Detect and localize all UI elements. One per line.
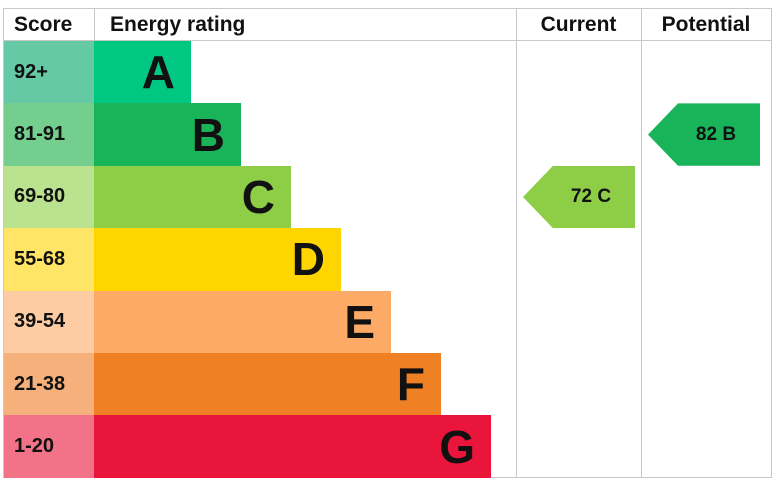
epc-chart: Score Energy rating Current Potential 92…: [3, 8, 772, 478]
score-b: 81-91: [4, 103, 94, 166]
score-c: 69-80: [4, 165, 94, 229]
header-energy-rating: Energy rating: [110, 13, 246, 36]
potential-rating-arrow: 82 B: [648, 103, 760, 166]
score-d: 55-68: [4, 228, 94, 291]
band-bar-f: F: [94, 353, 441, 416]
header-current: Current: [540, 13, 617, 36]
header-score: Score: [14, 13, 73, 36]
band-bar-d: D: [94, 228, 341, 291]
score-a: 92+: [4, 41, 94, 104]
score-f: 21-38: [4, 353, 94, 416]
band-bar-c: C: [94, 165, 291, 229]
divider: [516, 9, 517, 477]
band-bar-b: B: [94, 103, 241, 166]
band-bar-g: G: [94, 415, 491, 478]
current-rating-arrow: 72 C: [523, 165, 635, 229]
band-bar-a: A: [94, 41, 191, 104]
band-bar-e: E: [94, 290, 391, 353]
divider: [94, 9, 95, 40]
score-g: 1-20: [4, 415, 94, 478]
header-potential: Potential: [661, 13, 751, 36]
divider: [641, 9, 642, 477]
divider: [4, 40, 771, 41]
score-e: 39-54: [4, 290, 94, 353]
